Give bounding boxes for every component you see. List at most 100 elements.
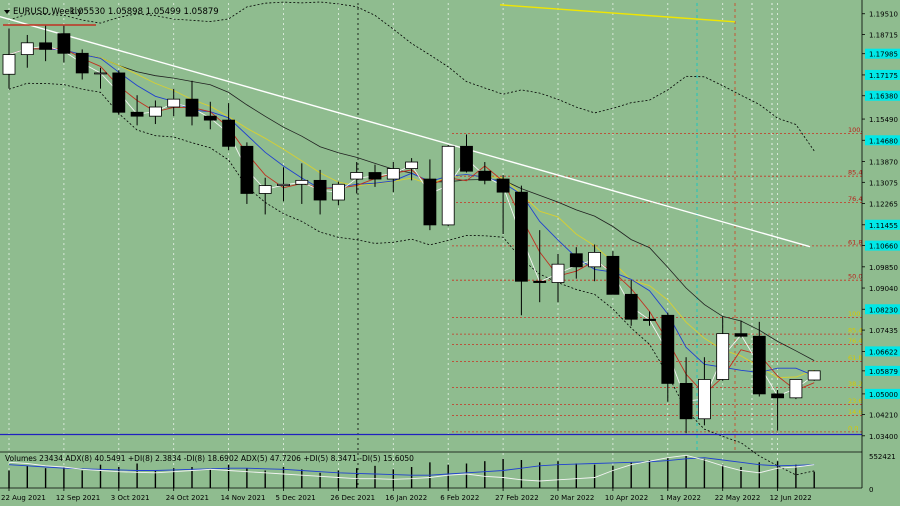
fibonacci-label: 0.0 xyxy=(848,424,858,432)
price-tick-label: 1.11455 xyxy=(869,222,898,230)
price-tick-label: 1.04210 xyxy=(869,412,898,420)
price-tick-label: 1.13075 xyxy=(869,179,898,187)
ohlc-label: 1.05530 1.05898 1.05499 1.05879 xyxy=(70,7,219,17)
price-tag-background xyxy=(865,304,900,315)
bearish-candle xyxy=(368,172,382,180)
indicator-window: 552421 0 xyxy=(0,451,896,494)
bearish-candle xyxy=(679,383,693,420)
time-tick-label: 16 Jan 2022 xyxy=(385,494,427,502)
bearish-candle xyxy=(624,293,638,320)
price-tick-label: 1.17175 xyxy=(869,72,898,80)
price-tag-background xyxy=(865,48,900,59)
bearish-candle xyxy=(752,335,766,395)
bearish-candle xyxy=(496,178,510,193)
bearish-candle xyxy=(39,42,52,50)
bearish-candle xyxy=(75,52,89,74)
price-tick-label: 1.18715 xyxy=(869,32,898,40)
upper-band xyxy=(8,1,815,152)
di-line xyxy=(8,454,815,482)
fibonacci-label: 61.8 xyxy=(848,238,862,246)
candles xyxy=(2,25,821,434)
bearish-candle xyxy=(222,119,236,147)
fibonacci-label: 38.2 xyxy=(848,380,862,388)
bearish-candle xyxy=(734,333,748,337)
price-tag-background xyxy=(865,240,900,251)
fibonacci-label: 100.0 xyxy=(848,126,867,134)
bullish-candle xyxy=(2,54,16,75)
bearish-candle xyxy=(643,318,656,321)
yellow-trend-line xyxy=(499,4,736,23)
trend-lines xyxy=(0,4,862,436)
adx-line xyxy=(8,457,815,476)
bearish-candle xyxy=(423,178,437,226)
fibonacci-label: 85.4 xyxy=(848,169,862,177)
time-tick-label: 24 Oct 2021 xyxy=(166,494,209,502)
bearish-candle xyxy=(460,145,473,172)
time-tick-label: 22 May 2022 xyxy=(715,494,761,502)
price-tick-label: 1.15490 xyxy=(869,116,898,124)
price-tick-label: 1.07435 xyxy=(869,327,898,335)
price-tag-background xyxy=(865,90,900,101)
bullish-candle xyxy=(20,42,34,56)
bearish-candle xyxy=(661,314,675,384)
bearish-candle xyxy=(57,33,71,54)
time-tick-label: 20 Mar 2022 xyxy=(550,494,594,502)
price-tag-background xyxy=(865,69,900,80)
bullish-candle xyxy=(350,172,364,180)
bearish-candle xyxy=(130,111,144,117)
bullish-candle xyxy=(789,379,803,399)
fibonacci-label: 23.6 xyxy=(848,397,862,405)
fibonacci-label: 85.4 xyxy=(848,327,862,335)
bullish-candle xyxy=(386,168,400,180)
bearish-candle xyxy=(313,179,327,201)
white-trend-line xyxy=(0,15,811,248)
time-tick-label: 1 May 2022 xyxy=(660,494,701,502)
bearish-candle xyxy=(478,170,492,181)
indicator-max-label: 552421 xyxy=(869,453,896,461)
bullish-candle xyxy=(588,252,601,268)
symbol-label: EURUSD,Weekly xyxy=(13,7,82,17)
price-tick-label: 1.14680 xyxy=(869,137,898,145)
price-tick-label: 1.12265 xyxy=(869,201,898,209)
bearish-candle xyxy=(203,115,217,121)
fibonacci-label: 61.8 xyxy=(848,354,862,362)
time-axis: 22 Aug 2021 12 Sep 2021 3 Oct 2021 24 Oct 2… xyxy=(0,487,862,502)
time-tick-label: 12 Sep 2021 xyxy=(56,494,100,502)
price-tick-label: 1.13870 xyxy=(869,159,898,167)
time-tick-label: 22 Aug 2021 xyxy=(1,494,46,502)
bullish-candle xyxy=(551,263,565,283)
price-tick-label: 1.19510 xyxy=(869,11,898,19)
indicator-label: Volumes 23434 ADX(8) 40.5491 +DI(8) 2.38… xyxy=(5,454,414,463)
price-tick-label: 1.09040 xyxy=(869,285,898,293)
price-tick-label: 1.10660 xyxy=(869,243,898,251)
bearish-candle xyxy=(112,72,126,113)
time-tick-label: 26 Dec 2021 xyxy=(330,494,375,502)
price-tick-label: 1.16380 xyxy=(869,93,898,101)
bearish-candle xyxy=(185,98,199,117)
time-tick-label: 14 Nov 2021 xyxy=(221,494,266,502)
time-tick-label: 5 Dec 2021 xyxy=(276,494,316,502)
bearish-candle xyxy=(606,255,620,295)
fibonacci-label: 76.4 xyxy=(848,337,862,345)
price-tag-background xyxy=(865,346,900,357)
fibonacci-label: 100.0 xyxy=(848,310,867,318)
fibonacci-label: 76.4 xyxy=(848,195,862,203)
fibonacci-label: 50.0 xyxy=(848,273,862,281)
time-tick-label: 10 Apr 2022 xyxy=(605,494,648,502)
price-tick-label: 1.09850 xyxy=(869,264,898,272)
indicator-zero-label: 0 xyxy=(869,486,873,494)
price-tick-label: 1.17985 xyxy=(869,51,898,59)
bullish-candle xyxy=(148,106,162,117)
bearish-candle xyxy=(533,280,547,283)
price-tick-label: 1.06622 xyxy=(869,348,898,356)
bullish-candle xyxy=(167,98,181,108)
price-tick-label: 1.08230 xyxy=(869,306,898,314)
bullish-candle xyxy=(331,183,345,201)
price-tag-background xyxy=(865,219,900,230)
price-tag-background xyxy=(865,388,900,399)
bullish-candle xyxy=(94,72,107,75)
time-tick-label: 27 Feb 2022 xyxy=(495,494,539,502)
